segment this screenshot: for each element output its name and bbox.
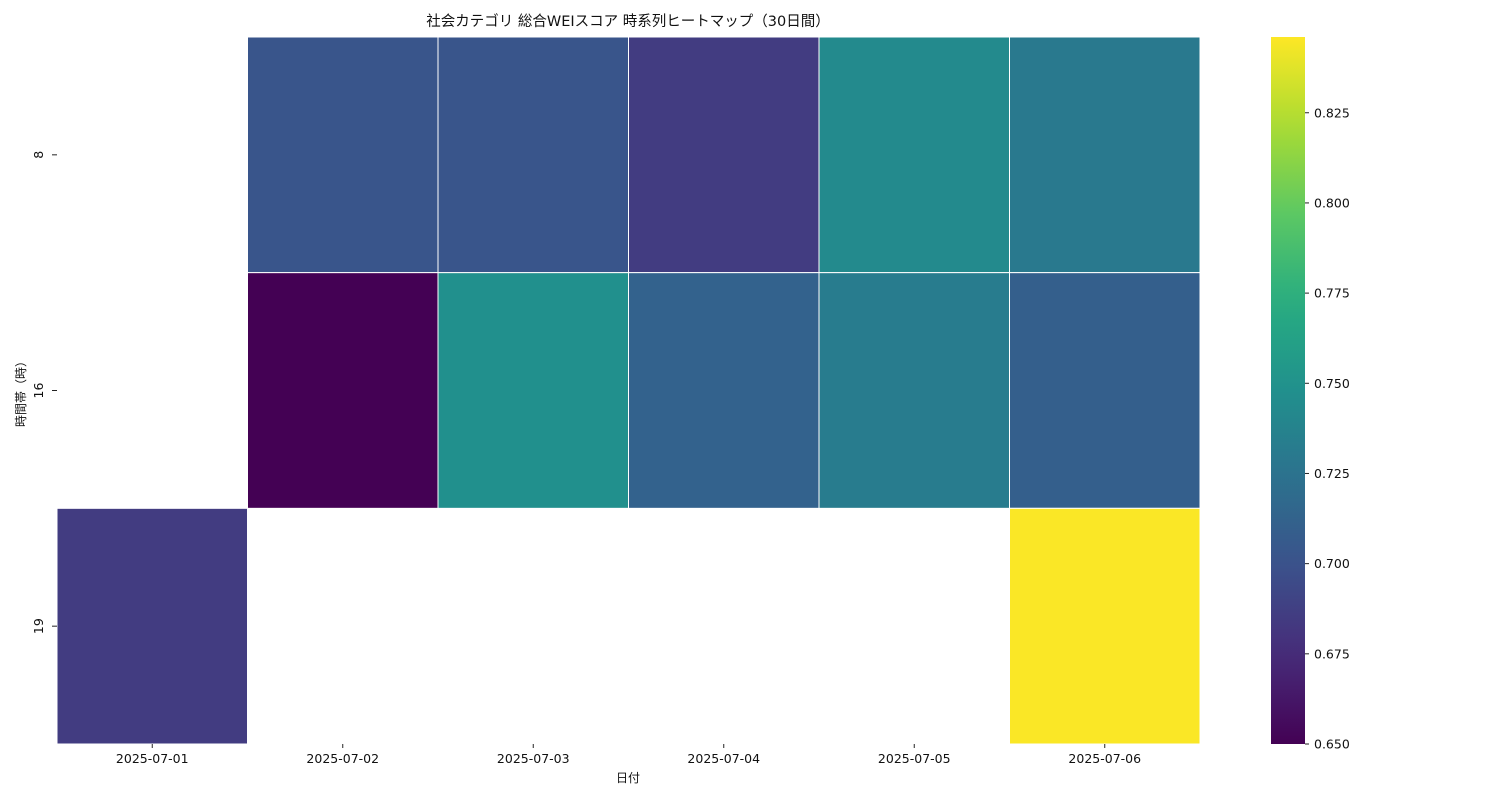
heatmap-cell	[56, 507, 248, 745]
x-tick-label: 2025-07-03	[497, 751, 570, 766]
heatmap-cell	[628, 508, 819, 744]
heatmap-cell	[57, 37, 248, 273]
x-axis-ticks: 2025-07-01 2025-07-02 2025-07-03 2025-07-04…	[116, 744, 1141, 766]
heatmap-cell	[818, 272, 1010, 509]
colorbar-tick-label: 0.725	[1314, 466, 1350, 481]
y-axis-label: 時間帯（時）	[14, 355, 28, 427]
heatmap-cells	[56, 36, 1201, 745]
x-tick-label: 2025-07-04	[687, 751, 760, 766]
x-axis-label: 日付	[616, 771, 640, 785]
y-tick-label: 19	[31, 618, 46, 634]
colorbar-tick-label: 0.800	[1314, 195, 1350, 210]
heatmap-cell	[818, 36, 1010, 274]
x-tick-label: 2025-07-05	[878, 751, 951, 766]
heatmap-cell	[247, 272, 439, 509]
y-tick-label: 16	[31, 383, 46, 399]
chart-title: 社会カテゴリ 総合WEIスコア 時系列ヒートマップ（30日間）	[426, 12, 829, 30]
heatmap-cell	[1009, 507, 1201, 745]
colorbar-tick-label: 0.700	[1314, 556, 1350, 571]
y-tick-label: 8	[31, 151, 46, 159]
heatmap-cell	[247, 36, 439, 274]
colorbar-tick-label: 0.650	[1314, 737, 1350, 752]
colorbar-tick-label: 0.750	[1314, 376, 1350, 391]
heatmap-cell	[247, 508, 438, 744]
x-tick-label: 2025-07-06	[1068, 751, 1141, 766]
colorbar	[1271, 37, 1305, 744]
heatmap-cell	[57, 272, 248, 509]
heatmap-cell	[1009, 36, 1201, 274]
heatmap-cell	[437, 36, 629, 274]
x-tick-label: 2025-07-02	[306, 751, 379, 766]
heatmap-cell	[628, 272, 820, 509]
colorbar-tick-label: 0.825	[1314, 105, 1350, 120]
colorbar-ticks: 0.650 0.675 0.700 0.725 0.750 0.775 0.800 0.825	[1305, 105, 1350, 752]
colorbar-tick-label: 0.775	[1314, 286, 1350, 301]
colorbar-tick-label: 0.675	[1314, 646, 1350, 661]
x-tick-label: 2025-07-01	[116, 751, 189, 766]
heatmap-cell	[438, 508, 629, 744]
y-axis-ticks: 8 16 19	[31, 151, 57, 634]
heatmap-cell	[628, 36, 820, 274]
heatmap-cell	[437, 272, 629, 509]
heatmap-cell	[1009, 272, 1201, 509]
heatmap-cell	[819, 508, 1010, 744]
